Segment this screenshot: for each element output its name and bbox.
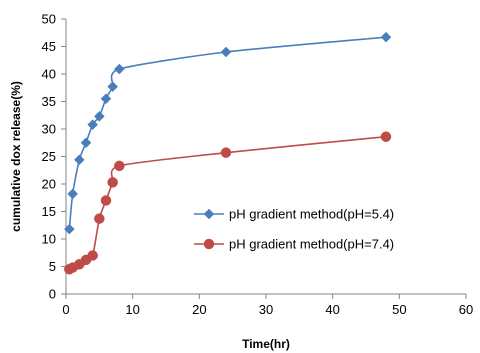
data-point	[87, 119, 99, 130]
data-point	[100, 93, 112, 105]
data-point	[107, 81, 119, 93]
legend-label: pH gradient method(pH=7.4)	[229, 237, 394, 252]
y-axis-title: cumulative dox release(%)	[9, 81, 23, 232]
y-tick-label: 10	[42, 232, 56, 247]
data-point	[87, 250, 98, 261]
x-tick-label: 30	[259, 302, 273, 317]
data-point	[220, 147, 232, 158]
x-axis-title: Time(hr)	[242, 337, 290, 351]
y-tick-label: 45	[42, 39, 56, 54]
data-point	[94, 213, 105, 224]
legend: pH gradient method(pH=5.4) pH gradient me…	[194, 207, 394, 252]
data-point	[73, 154, 85, 166]
x-tick-label: 50	[392, 302, 406, 317]
series-line-1	[68, 36, 387, 230]
plot-area: 0 5 10 15 20 25 30 35 40 45 50 0 10 20 30 40 50 60	[42, 12, 474, 318]
data-point	[67, 188, 79, 200]
data-point	[107, 177, 118, 188]
legend-marker	[203, 238, 215, 250]
y-tick-label: 0	[49, 287, 56, 302]
y-tick-label: 40	[42, 67, 56, 82]
data-point	[113, 63, 125, 75]
y-tick-label: 50	[42, 12, 56, 27]
x-tick-label: 20	[192, 302, 206, 317]
x-tick-label: 60	[459, 302, 473, 317]
data-point	[100, 195, 112, 206]
y-tick-label: 30	[42, 122, 56, 137]
y-tick-label: 5	[49, 259, 56, 274]
y-tick-label: 15	[42, 204, 56, 219]
data-point	[63, 223, 75, 235]
x-tick-label: 0	[62, 302, 69, 317]
data-point	[80, 137, 92, 149]
data-point	[220, 46, 232, 58]
data-point	[380, 131, 392, 142]
y-tick-label: 35	[42, 94, 56, 109]
data-point	[380, 31, 392, 43]
x-tick-label: 10	[125, 302, 139, 317]
legend-label: pH gradient method(pH=5.4)	[229, 207, 394, 222]
legend-marker	[203, 208, 215, 220]
data-point	[93, 110, 105, 122]
y-tick-label: 20	[42, 177, 56, 192]
y-tick-label: 25	[42, 149, 56, 164]
data-point	[114, 160, 125, 172]
x-tick-label: 40	[325, 302, 339, 317]
